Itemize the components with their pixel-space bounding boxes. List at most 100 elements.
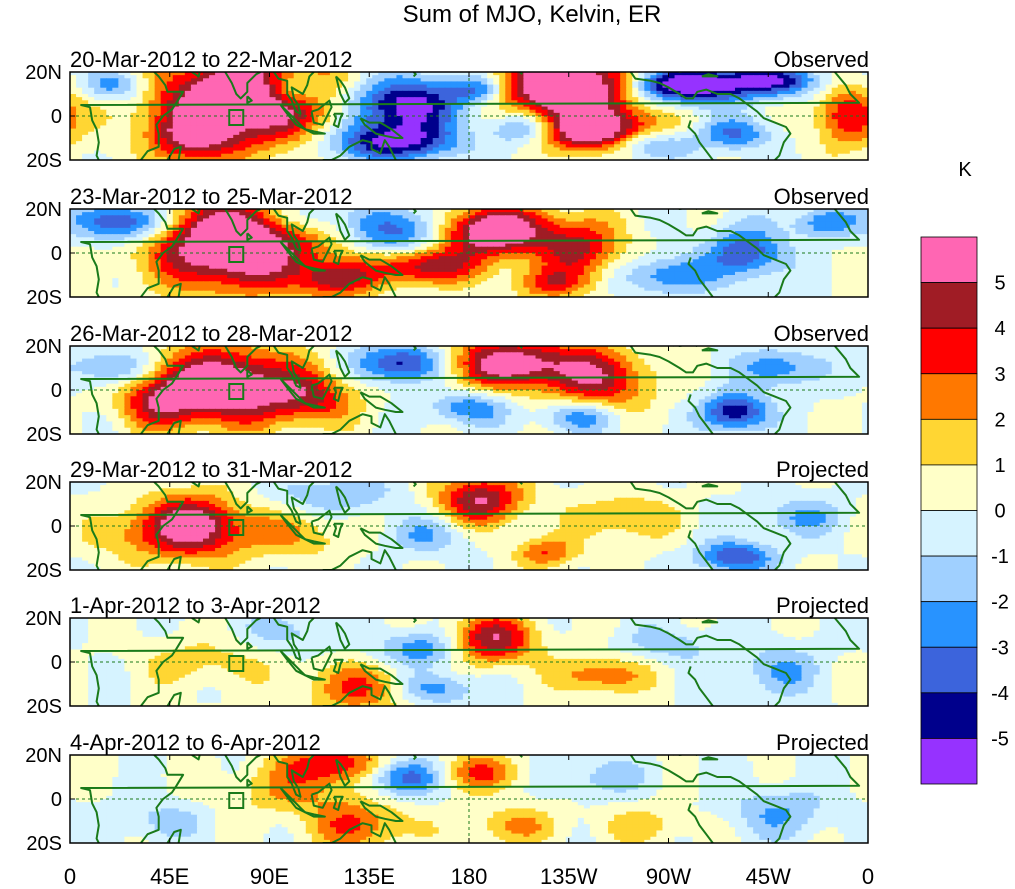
field-cell bbox=[438, 84, 446, 89]
field-cell bbox=[76, 212, 83, 216]
field-cell bbox=[178, 109, 186, 114]
field-cell bbox=[348, 72, 355, 76]
field-cell bbox=[553, 221, 561, 226]
field-cell bbox=[323, 231, 331, 235]
field-cell bbox=[172, 144, 180, 149]
field-cell bbox=[511, 103, 518, 108]
field-cell bbox=[178, 221, 186, 226]
field-cell bbox=[541, 112, 549, 117]
field-cell bbox=[269, 218, 277, 223]
field-cell bbox=[626, 156, 633, 160]
field-cell bbox=[475, 144, 482, 149]
field-cell bbox=[825, 234, 833, 238]
field-cell bbox=[251, 231, 259, 235]
field-cell bbox=[70, 103, 77, 108]
field-cell bbox=[716, 112, 724, 117]
field-cell bbox=[517, 103, 525, 108]
field-cell bbox=[475, 116, 482, 120]
field-cell bbox=[142, 106, 150, 111]
field-cell bbox=[861, 209, 868, 213]
field-cell bbox=[384, 109, 392, 114]
field-cell bbox=[402, 156, 410, 160]
field-cell bbox=[831, 227, 839, 232]
field-cell bbox=[583, 153, 591, 158]
field-cell bbox=[215, 153, 222, 158]
field-cell bbox=[620, 100, 627, 105]
field-cell bbox=[626, 81, 633, 86]
field-cell bbox=[656, 128, 664, 133]
field-cell bbox=[614, 94, 621, 98]
field-cell bbox=[275, 221, 283, 226]
field-cell bbox=[329, 125, 337, 130]
field-cell bbox=[469, 209, 476, 213]
field-cell bbox=[420, 116, 428, 120]
field-cell bbox=[450, 109, 458, 114]
field-cell bbox=[807, 94, 815, 98]
field-cell bbox=[831, 212, 839, 216]
field-cell bbox=[305, 116, 313, 120]
field-cell bbox=[595, 94, 603, 98]
field-cell bbox=[420, 231, 428, 235]
field-cell bbox=[354, 78, 361, 83]
field-cell bbox=[245, 144, 252, 149]
field-cell bbox=[831, 156, 839, 160]
field-cell bbox=[432, 97, 440, 101]
field-cell bbox=[239, 144, 246, 149]
field-cell bbox=[614, 134, 621, 139]
field-cell bbox=[686, 84, 694, 89]
field-cell bbox=[432, 112, 440, 117]
field-cell bbox=[354, 215, 361, 220]
field-cell bbox=[432, 87, 440, 92]
field-cell bbox=[795, 97, 803, 101]
field-cell bbox=[408, 131, 416, 136]
field-cell bbox=[275, 78, 283, 83]
field-cell bbox=[142, 109, 150, 114]
field-cell bbox=[813, 156, 821, 160]
field-cell bbox=[263, 112, 271, 117]
field-cell bbox=[209, 212, 216, 216]
field-cell bbox=[354, 128, 361, 133]
field-cell bbox=[456, 122, 464, 127]
field-cell bbox=[348, 138, 355, 142]
field-cell bbox=[650, 224, 658, 229]
field-cell bbox=[565, 224, 573, 229]
field-cell bbox=[450, 72, 458, 76]
field-cell bbox=[819, 75, 827, 79]
field-cell bbox=[257, 125, 265, 130]
field-cell bbox=[342, 209, 349, 213]
field-cell bbox=[553, 234, 561, 238]
field-cell bbox=[215, 112, 222, 117]
field-cell bbox=[305, 100, 313, 105]
field-cell bbox=[329, 231, 337, 235]
field-cell bbox=[801, 90, 809, 95]
field-cell bbox=[674, 212, 682, 216]
field-cell bbox=[184, 215, 192, 220]
field-cell bbox=[861, 227, 868, 232]
field-cell bbox=[825, 125, 833, 130]
field-cell bbox=[626, 224, 633, 229]
field-cell bbox=[360, 141, 367, 145]
field-cell bbox=[293, 116, 301, 120]
field-cell bbox=[614, 147, 621, 152]
field-cell bbox=[275, 212, 283, 216]
field-cell bbox=[209, 224, 216, 229]
field-cell bbox=[323, 218, 331, 223]
field-cell bbox=[154, 81, 162, 86]
field-cell bbox=[656, 116, 664, 120]
field-cell bbox=[565, 134, 573, 139]
field-cell bbox=[293, 141, 301, 145]
field-cell bbox=[336, 156, 343, 160]
field-cell bbox=[269, 116, 277, 120]
field-cell bbox=[402, 147, 410, 152]
field-cell bbox=[692, 84, 700, 89]
field-cell bbox=[698, 147, 706, 152]
field-cell bbox=[336, 218, 343, 223]
field-cell bbox=[487, 156, 494, 160]
field-cell bbox=[160, 227, 168, 232]
field-cell bbox=[722, 125, 730, 130]
field-cell bbox=[795, 116, 803, 120]
field-cell bbox=[420, 144, 428, 149]
field-cell bbox=[813, 119, 821, 123]
field-cell bbox=[281, 227, 289, 232]
field-cell bbox=[100, 128, 107, 133]
